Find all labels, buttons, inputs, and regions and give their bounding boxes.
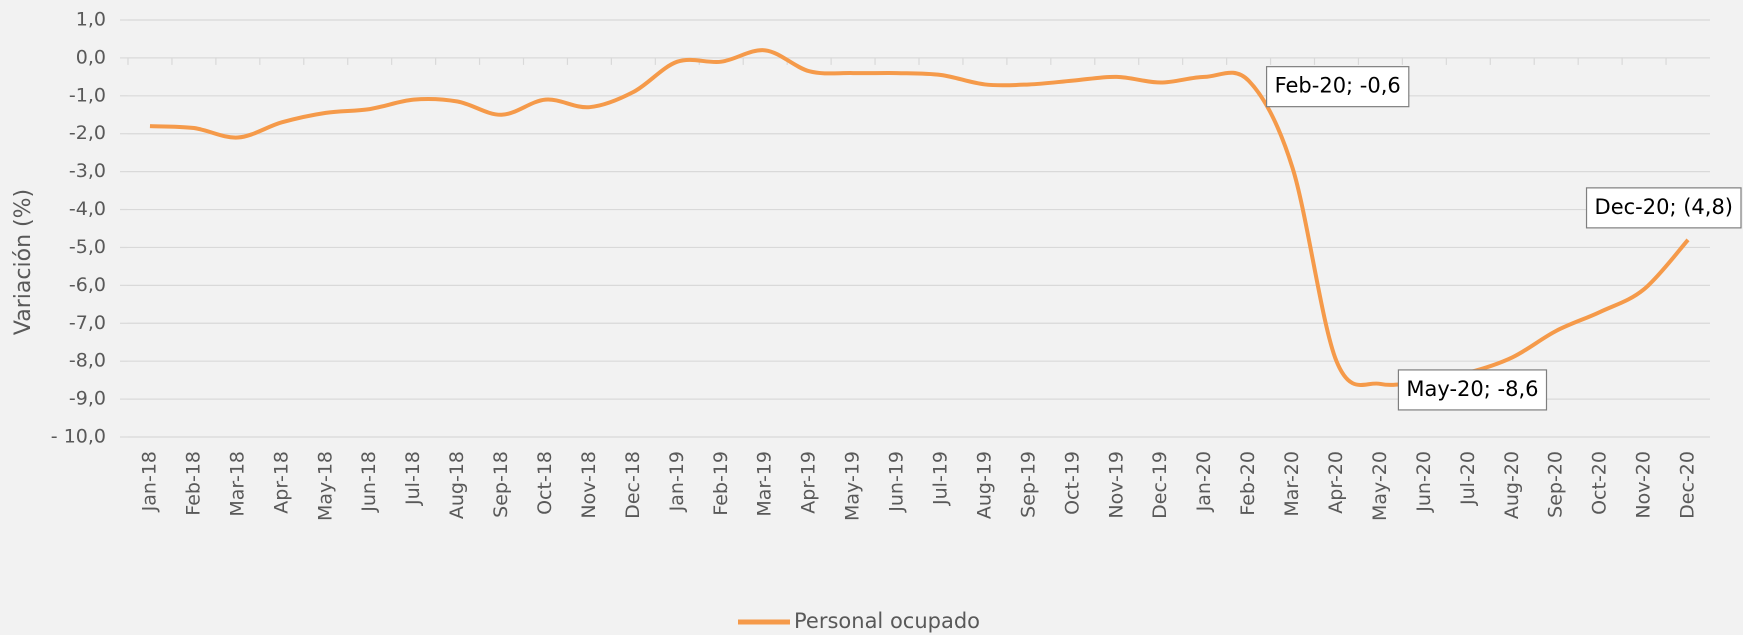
x-tick-label: Feb-20 [1237, 451, 1259, 516]
x-tick-label: Dec-18 [622, 451, 644, 519]
x-tick-label: Sep-18 [490, 451, 512, 518]
data-label: Dec-20; (4,8) [1585, 187, 1742, 229]
x-tick-label: Jul-20 [1457, 451, 1479, 506]
y-tick-label: -4,0 [69, 198, 106, 220]
x-tick-label: Feb-19 [710, 451, 732, 516]
y-tick-label: -3,0 [69, 160, 106, 182]
x-tick-label: Jan-20 [1193, 451, 1215, 512]
x-tick-label: Jun-18 [358, 451, 380, 513]
x-tick-label: Oct-20 [1589, 451, 1611, 515]
legend-label: Personal ocupado [794, 609, 980, 633]
x-tick-label: May-18 [314, 451, 336, 521]
x-tick-label: Mar-19 [754, 451, 776, 517]
x-tick-label: Nov-19 [1105, 451, 1127, 519]
x-tick-label: Aug-19 [973, 451, 995, 519]
x-tick-label: Feb-18 [182, 451, 204, 516]
y-tick-label: -8,0 [69, 350, 106, 372]
x-tick-label: Jun-20 [1413, 451, 1435, 513]
line-series [149, 48, 1690, 387]
x-tick-label: Jul-19 [929, 451, 951, 506]
y-tick-label: -6,0 [69, 274, 106, 296]
data-label-text: May-20; -8,6 [1406, 377, 1538, 401]
y-tick-label: 1,0 [76, 9, 106, 31]
data-label: May-20; -8,6 [1397, 369, 1548, 411]
y-tick-label: - 10,0 [51, 426, 106, 448]
label-box [1397, 369, 1548, 411]
x-tick-label: Jul-18 [402, 451, 424, 506]
x-tick-label: Sep-20 [1545, 451, 1567, 518]
data-label: Feb-20; -0,6 [1265, 66, 1410, 108]
label-box [1585, 187, 1742, 229]
x-tick-label: Dec-20 [1677, 451, 1699, 519]
data-label-text: Feb-20; -0,6 [1275, 74, 1401, 98]
x-tick-label: Jan-19 [666, 451, 688, 512]
x-tick-label: Apr-20 [1325, 451, 1347, 514]
x-tick-label: Aug-20 [1501, 451, 1523, 519]
x-tick-label: Mar-18 [226, 451, 248, 517]
x-tick-label: Mar-20 [1281, 451, 1303, 517]
x-tick-label: May-19 [842, 451, 864, 521]
x-tick-label: Apr-18 [270, 451, 292, 514]
y-tick-label: 0,0 [76, 46, 106, 68]
x-tick-label: May-20 [1369, 451, 1391, 521]
y-axis-label: Variación (%) [11, 189, 36, 335]
x-tick-label: Dec-19 [1149, 451, 1171, 519]
data-label-text: Dec-20; (4,8) [1595, 195, 1733, 219]
y-tick-label: -1,0 [69, 84, 106, 106]
y-tick-label: -7,0 [69, 312, 106, 334]
y-tick-label: -5,0 [69, 236, 106, 258]
x-tick-label: Oct-18 [534, 451, 556, 515]
x-tick-label: Oct-19 [1061, 451, 1083, 515]
label-box [1265, 66, 1410, 108]
x-tick-label: Jan-18 [138, 451, 160, 512]
y-tick-label: -9,0 [69, 388, 106, 410]
x-tick-label: Nov-18 [578, 451, 600, 519]
x-tick-label: Aug-18 [446, 451, 468, 519]
y-tick-label: -2,0 [69, 122, 106, 144]
x-tick-label: Jun-19 [886, 451, 908, 513]
x-tick-label: Nov-20 [1633, 451, 1655, 519]
x-tick-label: Sep-19 [1017, 451, 1039, 518]
x-tick-label: Apr-19 [798, 451, 820, 514]
